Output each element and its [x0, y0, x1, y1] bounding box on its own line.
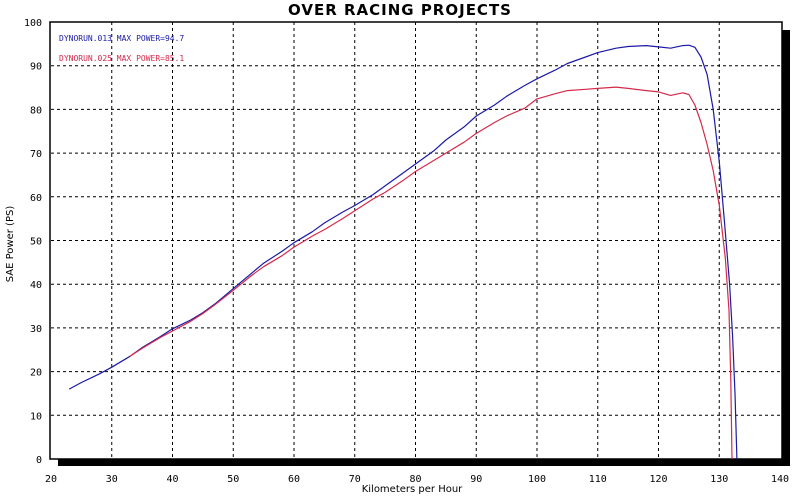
- y-tick-label: 30: [30, 324, 42, 335]
- x-tick-label: 110: [589, 474, 607, 485]
- x-tick-label: 20: [45, 474, 57, 485]
- y-tick-label: 10: [30, 411, 42, 422]
- y-tick-label: 90: [30, 62, 42, 73]
- y-tick-label: 40: [30, 280, 42, 291]
- x-tick-label: 130: [710, 474, 728, 485]
- x-tick-label: 50: [227, 474, 239, 485]
- x-tick-labels: 20 30 40 50 60 70 80 90 100 110 120 130 140: [45, 474, 789, 485]
- x-tick-label: 60: [288, 474, 300, 485]
- x-axis-label: Kilometers per Hour: [362, 484, 463, 495]
- legend-entry: DYNORUN.013 MAX POWER=94.7: [59, 34, 184, 43]
- y-tick-label: 50: [30, 237, 42, 248]
- x-tick-label: 70: [349, 474, 361, 485]
- series-lines: [68, 44, 738, 460]
- y-tick-label: 80: [30, 105, 42, 116]
- series-line-2: [129, 86, 733, 460]
- series-line-1: [68, 44, 738, 460]
- y-tick-label: 70: [30, 149, 42, 160]
- x-tick-label: 90: [470, 474, 482, 485]
- x-tick-label: 140: [771, 474, 789, 485]
- plot-shadow: [58, 30, 790, 466]
- x-tick-label: 120: [649, 474, 667, 485]
- y-tick-label: 100: [24, 18, 42, 29]
- x-tick-label: 40: [166, 474, 178, 485]
- chart-title: OVER RACING PROJECTS: [288, 1, 512, 19]
- legend-entry: DYNORUN.025 MAX POWER=85.1: [59, 54, 184, 63]
- y-axis-label: SAE Power (PS): [5, 206, 16, 283]
- x-tick-label: 100: [528, 474, 546, 485]
- y-tick-label: 20: [30, 368, 42, 379]
- y-tick-label: 0: [36, 455, 42, 466]
- grid-lines: [51, 22, 780, 459]
- legend: DYNORUN.013 MAX POWER=94.7 DYNORUN.025 MA…: [59, 34, 184, 63]
- y-tick-labels: 0 10 20 30 40 50 60 70 80 90 100: [24, 18, 42, 466]
- x-tick-label: 30: [106, 474, 118, 485]
- x-tick-label: 80: [409, 474, 421, 485]
- y-tick-label: 60: [30, 193, 42, 204]
